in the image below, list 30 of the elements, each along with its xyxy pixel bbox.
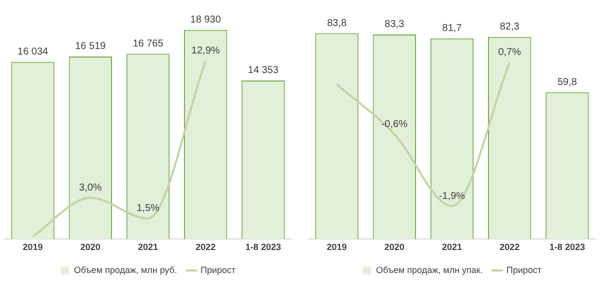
x-tick-label: 1-8 2023	[549, 242, 585, 252]
x-tick-label: 2022	[196, 242, 216, 252]
x-tick-label: 2020	[384, 242, 404, 252]
data-label: 16 765	[132, 38, 164, 50]
data-label: 83,3	[384, 19, 405, 30]
legend-label: Прирост	[200, 264, 236, 275]
data-label: 59,8	[557, 76, 578, 88]
x-tick-label: 1-8 2023	[245, 242, 281, 252]
data-label: 16 034	[18, 46, 49, 58]
data-label: 3,0%	[79, 182, 102, 194]
legend-label: Объем продаж, млн руб.	[74, 264, 178, 275]
data-label: 1,5%	[136, 203, 160, 214]
data-label: 16 519	[75, 41, 106, 52]
legend-label: Прирост	[506, 264, 542, 275]
x-tick-label: 2021	[138, 242, 158, 252]
legend-label: Объем продаж, млн упак.	[376, 264, 483, 275]
data-label: 82,3	[500, 22, 520, 33]
data-label: -0,6%	[381, 118, 408, 130]
x-tick-label: 2019	[326, 242, 347, 252]
x-tick-label: 2021	[442, 242, 462, 252]
data-label: 81,7	[442, 23, 462, 34]
x-tick-label: 2020	[80, 242, 100, 252]
data-label: 0,7%	[498, 46, 522, 58]
x-tick-label: 2019	[22, 242, 43, 252]
data-label: 14 353	[248, 65, 279, 76]
data-label: -1,9%	[438, 190, 466, 202]
x-tick-label: 2022	[500, 242, 520, 252]
data-label: 18 930	[190, 14, 222, 26]
data-label: 83,8	[327, 18, 347, 29]
data-label: 12,9%	[191, 46, 220, 57]
